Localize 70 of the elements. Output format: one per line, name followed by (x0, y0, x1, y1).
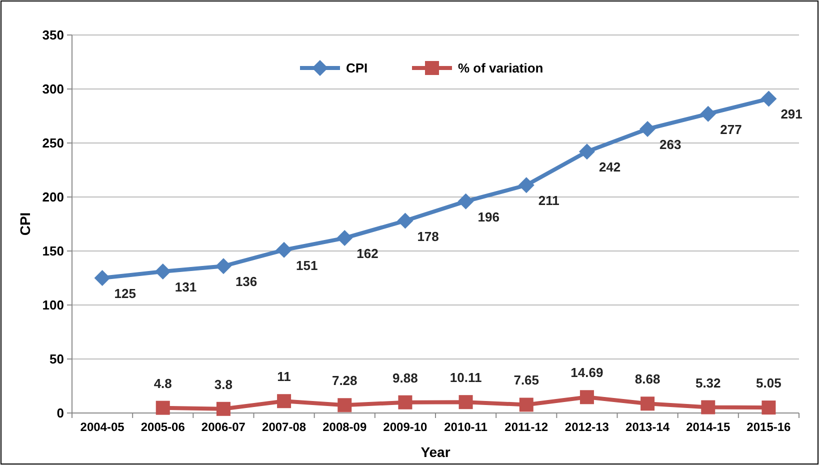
point (276, 242, 292, 258)
x-tick-label: 2010-11 (444, 420, 488, 434)
data-label: 8.68 (634, 372, 660, 387)
y-tick-label: 200 (42, 190, 64, 205)
y-tick-label: 50 (50, 352, 64, 367)
y-tick-label: 350 (42, 28, 64, 43)
point (762, 400, 776, 415)
x-tick-label: 2009-10 (383, 420, 428, 434)
data-label: 11 (277, 369, 291, 384)
point (578, 144, 595, 160)
point (397, 212, 414, 229)
y-tick-label: 250 (42, 136, 64, 151)
data-label: 151 (296, 258, 318, 273)
data-label: 10.11 (450, 370, 482, 386)
point (701, 400, 716, 414)
point (640, 120, 656, 137)
data-label: 7.65 (514, 372, 540, 388)
x-tick-label: 2011-12 (504, 420, 548, 434)
point (458, 193, 474, 210)
y-tick-label: 150 (42, 244, 64, 259)
data-label: 9.88 (392, 370, 418, 386)
x-tick-label: 2007-08 (262, 420, 306, 434)
data-label: 131 (174, 280, 197, 295)
data-label: 136 (235, 274, 258, 290)
point (760, 90, 777, 107)
legend-label: % of variation (458, 60, 544, 76)
data-label: 125 (114, 286, 136, 301)
point (215, 258, 232, 274)
data-label: 277 (720, 122, 742, 137)
point (519, 398, 534, 412)
data-label: 242 (598, 160, 621, 175)
data-label: 5.32 (695, 375, 721, 390)
point (154, 264, 171, 280)
x-tick-label: 2013-14 (626, 420, 670, 434)
legend-label: CPI (346, 60, 368, 76)
data-label: 14.69 (570, 365, 604, 380)
data-label: 7.28 (332, 373, 358, 388)
point (518, 177, 534, 194)
point (336, 230, 353, 246)
x-tick-label: 2004-05 (80, 420, 125, 434)
point (458, 395, 473, 410)
data-label: 291 (780, 106, 802, 122)
point (338, 398, 352, 412)
y-tick-label: 0 (56, 406, 64, 421)
x-tick-label: 2014-15 (686, 420, 730, 434)
x-tick-label: 2012-13 (564, 420, 610, 434)
point (398, 395, 412, 410)
data-label: 196 (478, 209, 500, 224)
point (580, 390, 594, 404)
data-label: 5.05 (756, 376, 782, 391)
x-tick-label: 2005-06 (140, 420, 186, 434)
y-tick-label: 300 (42, 82, 64, 97)
y-axis-title: CPI (17, 212, 33, 236)
x-axis-title: Year (420, 444, 451, 460)
data-label: 178 (417, 228, 439, 244)
point (700, 106, 716, 122)
point (216, 402, 230, 416)
data-label: 3.8 (214, 376, 232, 392)
data-label: 162 (356, 246, 378, 262)
point (640, 396, 655, 411)
point (94, 270, 110, 286)
data-label: 4.8 (154, 376, 172, 391)
y-tick-label: 100 (42, 298, 64, 313)
point (156, 400, 170, 415)
data-label: 211 (538, 193, 560, 208)
point (277, 394, 292, 408)
data-label: 263 (660, 136, 682, 152)
x-tick-label: 2008-09 (322, 420, 367, 434)
x-tick-label: 2006-07 (201, 420, 246, 434)
x-tick-label: 2015-16 (746, 420, 792, 434)
